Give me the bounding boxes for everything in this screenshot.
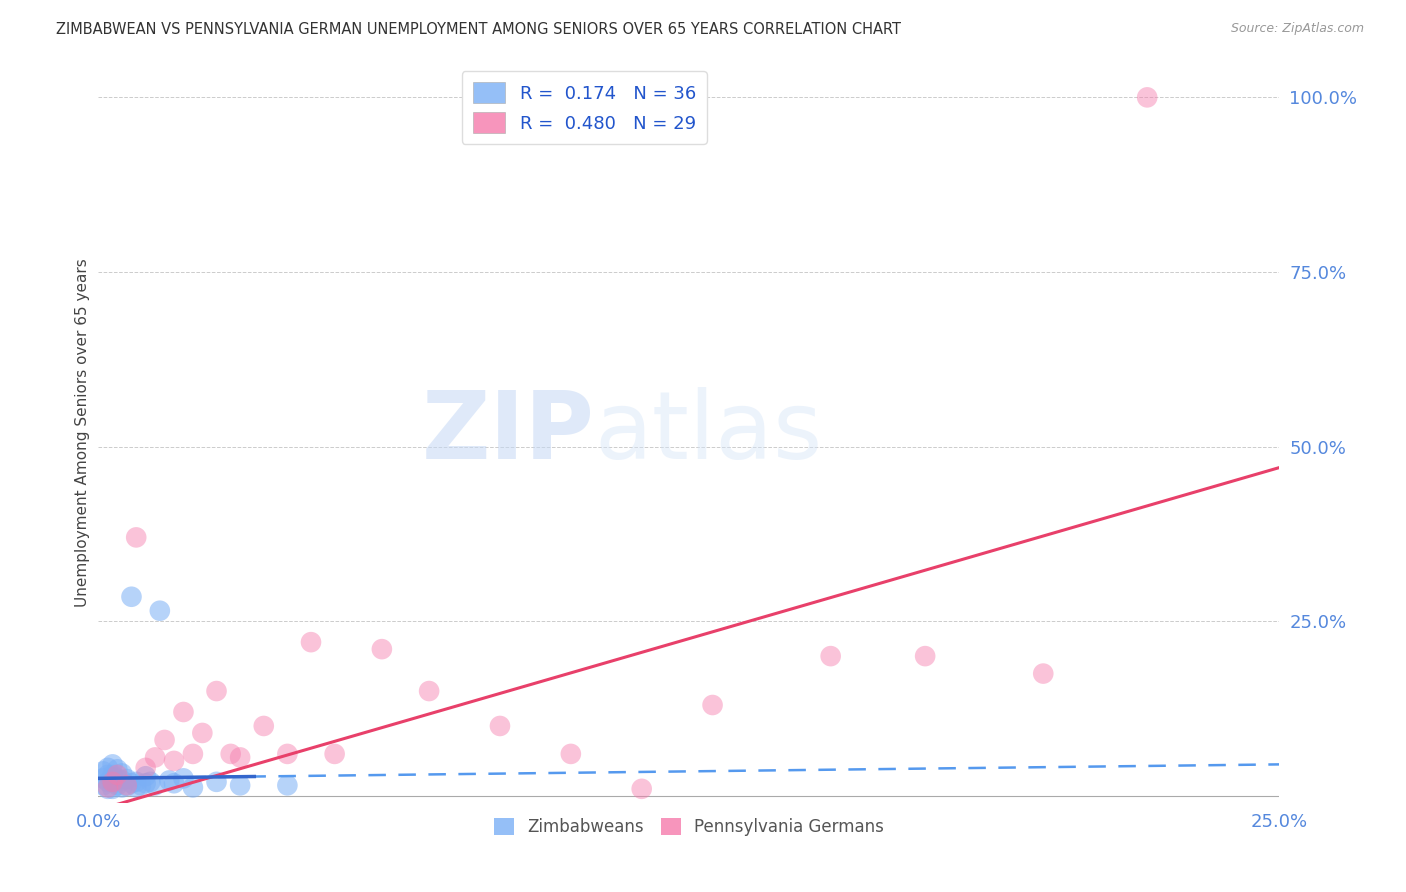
Point bbox=[121, 776, 143, 790]
Point bbox=[205, 684, 228, 698]
Legend: Zimbabweans, Pennsylvania Germans: Zimbabweans, Pennsylvania Germans bbox=[488, 811, 890, 843]
Text: ZIMBABWEAN VS PENNSYLVANIA GERMAN UNEMPLOYMENT AMONG SENIORS OVER 65 YEARS CORRE: ZIMBABWEAN VS PENNSYLVANIA GERMAN UNEMPL… bbox=[56, 22, 901, 37]
Point bbox=[163, 776, 186, 790]
Point bbox=[253, 719, 276, 733]
Point bbox=[143, 750, 166, 764]
Point bbox=[91, 778, 114, 792]
Point bbox=[139, 775, 162, 789]
Text: Source: ZipAtlas.com: Source: ZipAtlas.com bbox=[1230, 22, 1364, 36]
Point bbox=[125, 530, 148, 544]
Point bbox=[101, 775, 124, 789]
Point bbox=[276, 747, 298, 761]
Point bbox=[135, 761, 157, 775]
Point bbox=[97, 775, 120, 789]
Point bbox=[299, 635, 322, 649]
Point bbox=[91, 772, 114, 786]
Point bbox=[115, 779, 138, 793]
Point bbox=[163, 754, 186, 768]
Point bbox=[101, 757, 124, 772]
Point bbox=[276, 778, 298, 792]
Point bbox=[91, 764, 114, 779]
Point bbox=[105, 778, 128, 792]
Point bbox=[101, 775, 124, 789]
Point bbox=[181, 780, 204, 795]
Point bbox=[172, 772, 194, 786]
Point bbox=[172, 705, 194, 719]
Point bbox=[135, 769, 157, 783]
Point bbox=[371, 642, 394, 657]
Point bbox=[115, 772, 138, 786]
Point bbox=[191, 726, 214, 740]
Point bbox=[157, 773, 180, 788]
Point bbox=[97, 780, 120, 795]
Point bbox=[125, 780, 148, 795]
Point bbox=[97, 761, 120, 775]
Point bbox=[560, 747, 582, 761]
Point bbox=[101, 781, 124, 796]
Point bbox=[105, 772, 128, 786]
Point bbox=[135, 776, 157, 790]
Text: atlas: atlas bbox=[595, 386, 823, 479]
Point bbox=[97, 768, 120, 782]
Point bbox=[111, 766, 134, 780]
Point bbox=[914, 649, 936, 664]
Point bbox=[111, 780, 134, 795]
Point bbox=[97, 781, 120, 796]
Point bbox=[489, 719, 512, 733]
Point bbox=[115, 778, 138, 792]
Point bbox=[1032, 666, 1054, 681]
Point bbox=[229, 750, 252, 764]
Y-axis label: Unemployment Among Seniors over 65 years: Unemployment Among Seniors over 65 years bbox=[75, 259, 90, 607]
Point bbox=[702, 698, 724, 712]
Point bbox=[149, 604, 172, 618]
Point bbox=[111, 773, 134, 788]
Point bbox=[153, 733, 176, 747]
Point bbox=[121, 590, 143, 604]
Point bbox=[143, 778, 166, 792]
Point bbox=[418, 684, 440, 698]
Point bbox=[101, 768, 124, 782]
Point bbox=[630, 781, 652, 796]
Point bbox=[229, 778, 252, 792]
Point bbox=[181, 747, 204, 761]
Point bbox=[205, 775, 228, 789]
Point bbox=[219, 747, 242, 761]
Point bbox=[129, 778, 152, 792]
Point bbox=[323, 747, 346, 761]
Point bbox=[125, 775, 148, 789]
Point bbox=[1136, 90, 1159, 104]
Text: ZIP: ZIP bbox=[422, 386, 595, 479]
Point bbox=[820, 649, 842, 664]
Point bbox=[105, 768, 128, 782]
Point bbox=[105, 762, 128, 776]
